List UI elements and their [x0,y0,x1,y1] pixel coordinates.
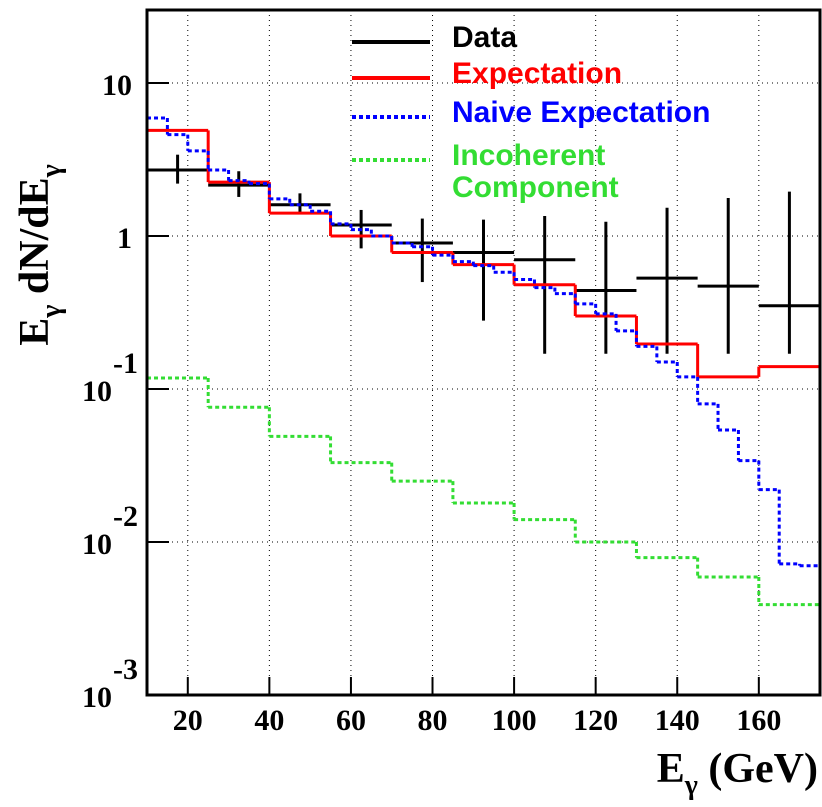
legend-label: Naive Expectation [452,97,711,129]
legend-box: Expectation [452,58,623,90]
legend-label: Incoherent Component [452,140,619,204]
y-tick-label: 10 [82,375,112,408]
y-tick-exponent: -1 [113,347,138,380]
y-tick-label: 10 [102,69,132,102]
x-tick-label: 100 [492,704,537,737]
legend-box: Naive Expectation [452,97,711,129]
axis-title-part: dN/dE [12,177,58,304]
axis-title-part: γ [36,164,67,178]
legend-box: Data [452,22,518,54]
axis-title-part: (GeV) [698,746,818,792]
y-tick-exponent: -3 [113,653,138,686]
y-tick-label: 1 [117,222,132,255]
x-tick-label: 80 [418,704,448,737]
axis-title-part: γ [36,305,67,319]
y-tick-label: 10 [82,681,112,714]
legend-label: Expectation [452,58,623,90]
x-tick-label: 20 [173,704,203,737]
axis-title-part: E [657,746,685,792]
axis-title-part: γ [684,770,698,801]
y-tick-label: 10 [82,528,112,561]
legend-label: Data [452,22,518,54]
x-tick-label: 60 [336,704,366,737]
plot-frame [145,8,822,697]
x-tick-label: 40 [254,704,284,737]
x-tick-label: 160 [736,704,781,737]
y-axis-title: Eγ dN/dEγ [12,164,67,345]
axis-title-part: E [12,318,58,346]
y-tick-exponent: -2 [113,500,138,533]
x-axis-title: Eγ (GeV) [657,746,818,801]
x-tick-label: 120 [573,704,618,737]
legend-box: Incoherent Component [452,140,619,204]
x-tick-label: 140 [655,704,700,737]
